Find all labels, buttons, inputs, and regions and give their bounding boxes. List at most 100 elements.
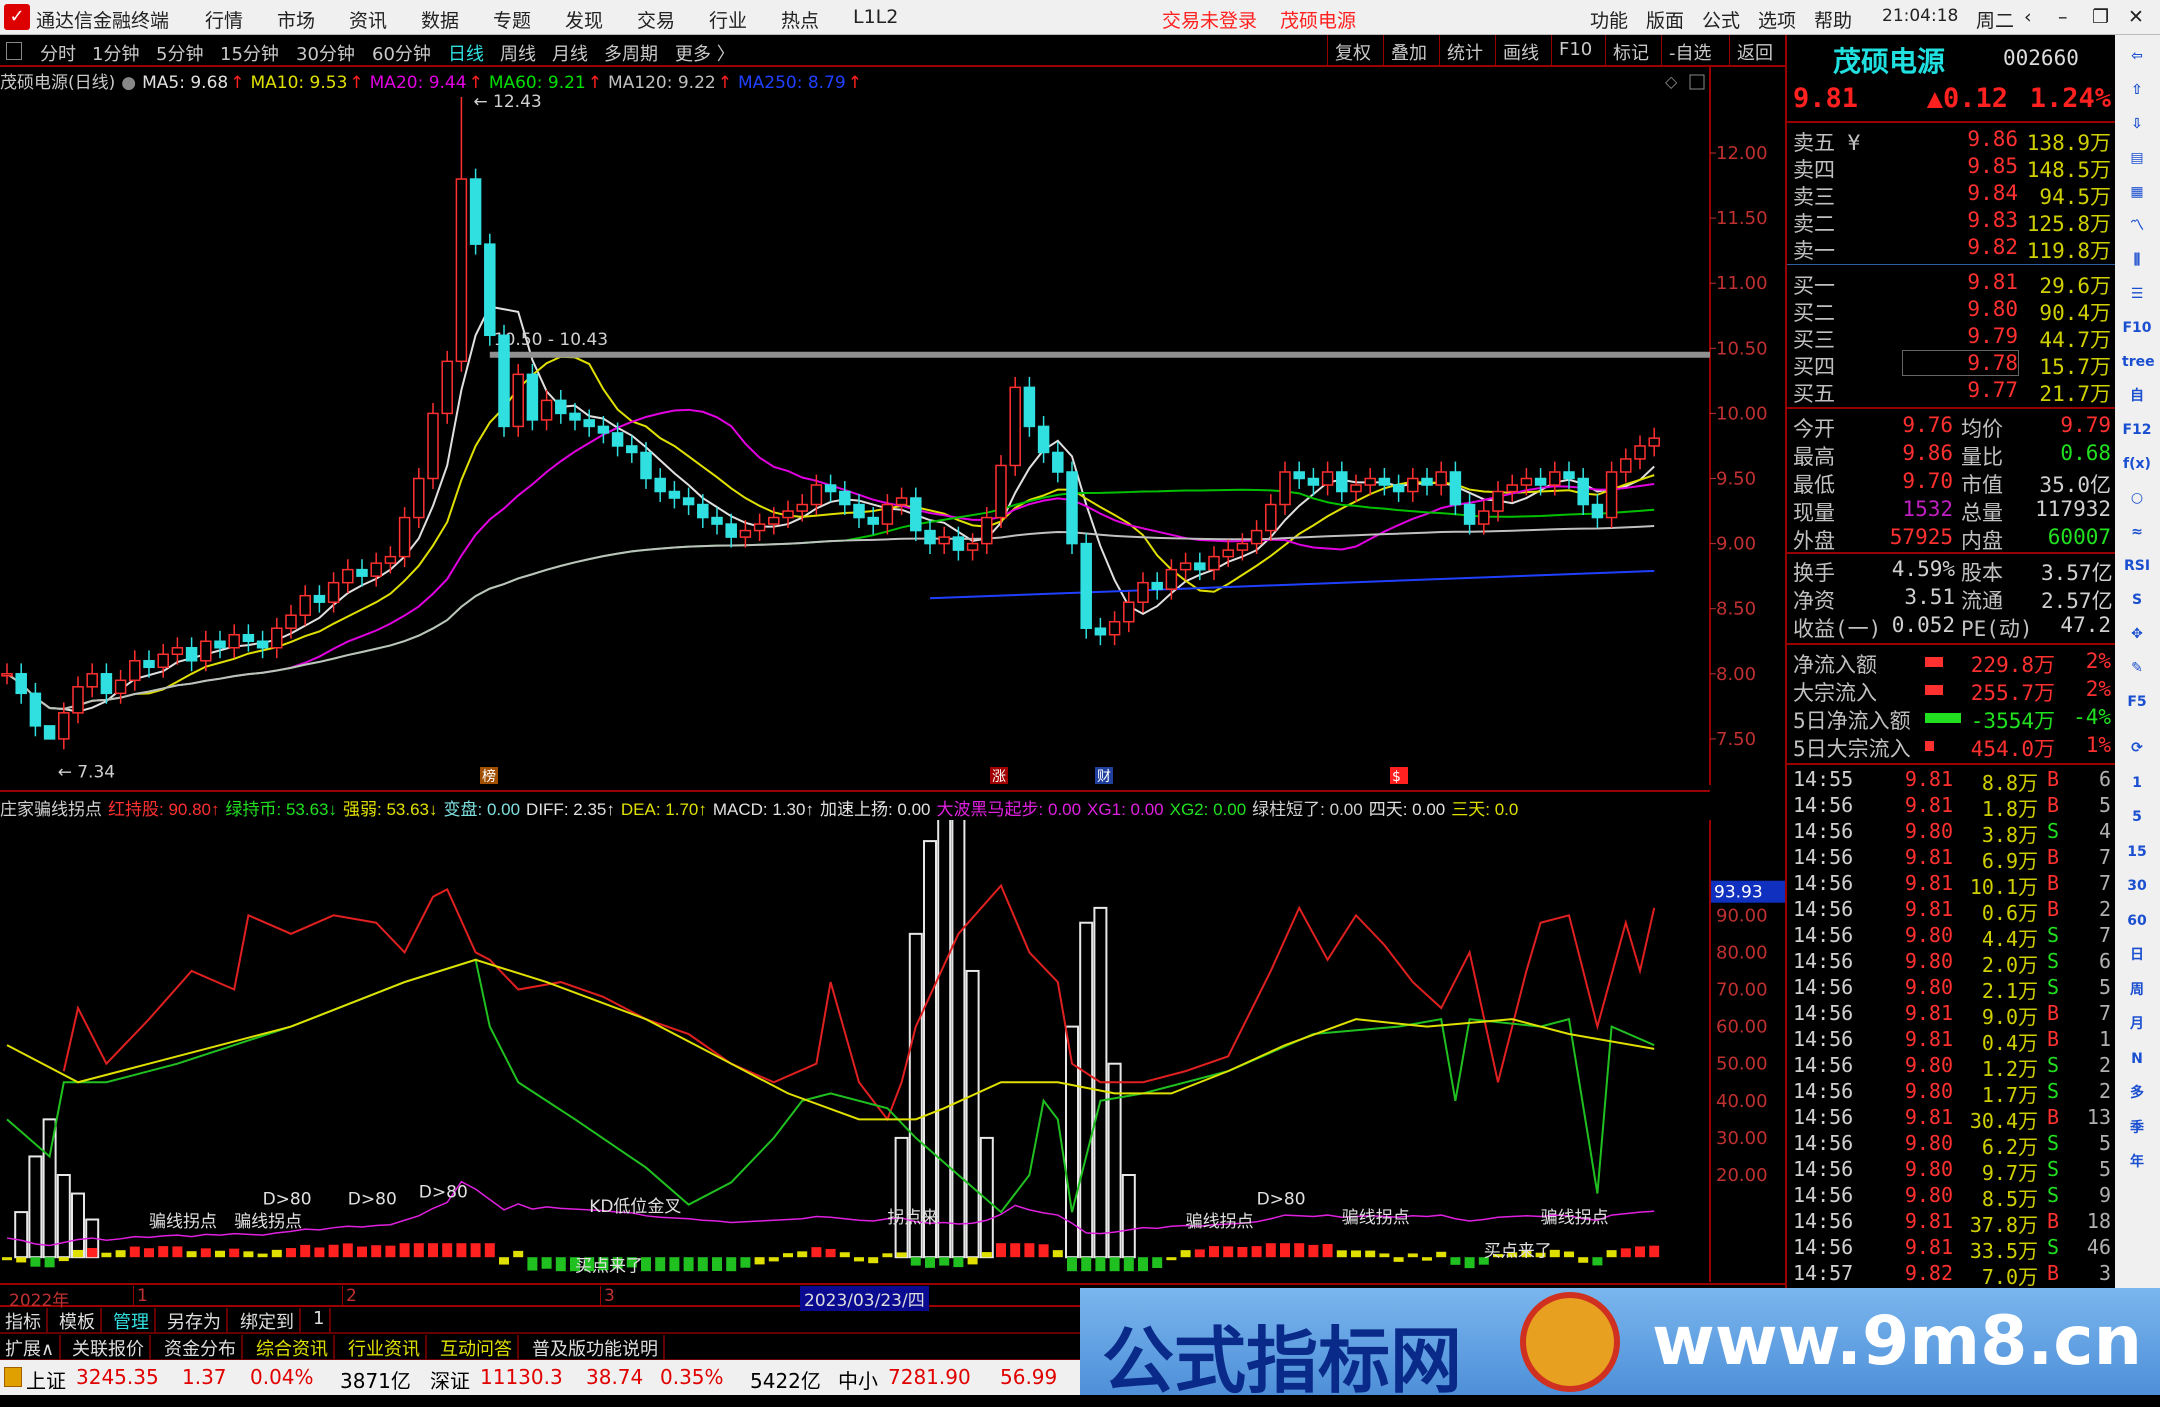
indicator-tab[interactable]: 1 xyxy=(308,1308,332,1333)
fx-icon[interactable]: f(x) xyxy=(2123,456,2151,472)
list-icon[interactable]: ☰ xyxy=(2130,286,2144,302)
circle-icon[interactable]: ○ xyxy=(2130,490,2144,506)
toolbar-button[interactable]: F10 xyxy=(1551,35,1599,65)
period-icon[interactable]: 多 xyxy=(2130,1085,2144,1101)
toolbar-button[interactable]: 返回 xyxy=(1729,35,1780,65)
bottom-tab[interactable]: 互动问答 xyxy=(435,1335,519,1360)
menu-item[interactable]: 市场 xyxy=(277,10,316,32)
menu-item[interactable]: 交易 xyxy=(637,10,676,32)
toolbar-button[interactable]: 叠加 xyxy=(1383,35,1434,65)
indicator-tab[interactable]: 模板 xyxy=(54,1308,102,1333)
F5-icon[interactable]: F5 xyxy=(2127,694,2147,710)
F12-icon[interactable]: F12 xyxy=(2122,422,2152,438)
toolbar-button[interactable]: 复权 xyxy=(1327,35,1378,65)
RSI-icon[interactable]: RSI xyxy=(2123,558,2151,574)
menu-item[interactable]: 行情 xyxy=(205,10,244,32)
bottom-tab[interactable]: 关联报价 xyxy=(67,1335,151,1360)
indicator-tab[interactable]: 指标 xyxy=(0,1308,48,1333)
grid-icon[interactable]: ▦ xyxy=(2130,184,2144,200)
level-price[interactable]: 9.86 xyxy=(1967,127,2018,151)
F10-icon[interactable]: F10 xyxy=(2122,320,2152,336)
menu-item[interactable]: 公式 xyxy=(1702,10,1741,32)
level-price[interactable]: 9.80 xyxy=(1967,297,2018,321)
bottom-tab[interactable]: 普及版功能说明 xyxy=(527,1335,665,1360)
indicator-tab[interactable]: 另存为 xyxy=(162,1308,228,1333)
menu-item[interactable]: 帮助 xyxy=(1814,10,1853,32)
minimize-icon[interactable]: – xyxy=(2058,6,2068,28)
menu-item[interactable]: 行业 xyxy=(709,10,748,32)
toolbar-button[interactable]: 画线 xyxy=(1495,35,1546,65)
level-price[interactable]: 9.78 xyxy=(1902,350,2019,376)
period-icon[interactable]: 周 xyxy=(2130,981,2144,998)
wave-icon[interactable]: ≈ xyxy=(2131,524,2143,540)
period-icon[interactable]: 日 xyxy=(2130,947,2144,963)
level-price[interactable]: 9.85 xyxy=(1967,154,2018,178)
period-tab[interactable]: 分时 xyxy=(40,44,76,65)
pencil-icon[interactable]: ✎ xyxy=(2131,660,2143,676)
period-tab[interactable]: 1分钟 xyxy=(92,44,140,65)
restore-icon[interactable]: ❐ xyxy=(2092,6,2110,28)
toolbar-button[interactable]: -自选 xyxy=(1661,35,1719,65)
period-tab[interactable]: 15分钟 xyxy=(220,44,279,65)
level-price[interactable]: 9.81 xyxy=(1967,270,2018,294)
60-icon[interactable]: 60 xyxy=(2127,912,2147,929)
event-marker[interactable]: 涨 xyxy=(990,767,1008,785)
tree-icon[interactable]: tree xyxy=(2122,354,2155,370)
period-icon[interactable]: 年 xyxy=(2130,1154,2144,1170)
period-tab[interactable]: 月线 xyxy=(552,44,588,65)
period-icon[interactable]: 季 xyxy=(2130,1119,2144,1136)
indicator-tab[interactable]: 绑定到 xyxy=(235,1308,301,1333)
1-icon[interactable]: 1 xyxy=(2132,774,2142,791)
level-price[interactable]: 9.82 xyxy=(1967,235,2018,259)
close-icon[interactable]: ✕ xyxy=(2128,6,2144,28)
period-icon[interactable]: 月 xyxy=(2130,1016,2144,1032)
15-icon[interactable]: 15 xyxy=(2127,843,2147,860)
period-tab[interactable]: 日线 xyxy=(448,44,484,65)
bottom-tab[interactable]: 资金分布 xyxy=(159,1335,243,1360)
expand-icon[interactable] xyxy=(1689,74,1705,90)
refresh-icon[interactable]: ⟳ xyxy=(2131,740,2143,756)
menu-item[interactable]: 资讯 xyxy=(349,10,388,32)
level-price[interactable]: 9.84 xyxy=(1967,181,2018,205)
linechart-icon[interactable]: 〽 xyxy=(2130,218,2144,234)
move-icon[interactable]: ✥ xyxy=(2131,626,2143,642)
menu-item[interactable]: 功能 xyxy=(1590,10,1629,32)
candle-icon[interactable]: ⫼ xyxy=(2133,252,2141,268)
login-status[interactable]: 交易未登录 xyxy=(1162,10,1258,32)
menu-item[interactable]: 选项 xyxy=(1758,10,1797,32)
price-chart[interactable]: 12.00 11.50 11.00 10.50 10.00 9.50 9.00 8.50 8.0… xyxy=(0,67,1785,785)
toolbar-button[interactable]: 统计 xyxy=(1439,35,1490,65)
toolbar-button[interactable]: 标记 xyxy=(1605,35,1656,65)
downarrow-icon[interactable]: ⇩ xyxy=(2131,116,2143,132)
menu-item[interactable]: 数据 xyxy=(421,10,460,32)
period-tab[interactable]: 更多 〉 xyxy=(675,44,735,65)
event-marker[interactable]: $ xyxy=(1390,767,1408,785)
menu-item[interactable]: 专题 xyxy=(493,10,532,32)
S-icon[interactable]: S xyxy=(2131,592,2143,608)
period-tab[interactable]: 多周期 xyxy=(604,44,658,65)
indicator-tab[interactable]: 管理 xyxy=(108,1308,156,1333)
menu-item[interactable]: L1L2 xyxy=(853,6,899,28)
back-icon[interactable]: ‹ xyxy=(2024,6,2032,28)
bottom-tab[interactable]: 综合资讯 xyxy=(251,1335,335,1360)
menu-item[interactable]: 热点 xyxy=(781,10,820,32)
period-tab[interactable]: 60分钟 xyxy=(372,44,431,65)
report-icon[interactable]: ▤ xyxy=(2130,150,2144,166)
30-icon[interactable]: 30 xyxy=(2127,878,2147,894)
event-marker[interactable]: 财 xyxy=(1095,767,1113,785)
level-price[interactable]: 9.79 xyxy=(1967,324,2018,348)
event-marker[interactable]: 榜 xyxy=(480,767,498,785)
panel-toggle-icon[interactable] xyxy=(6,42,22,60)
backarrow-icon[interactable]: ⇦ xyxy=(2131,48,2143,64)
menu-item[interactable]: 发现 xyxy=(565,10,604,32)
period-icon[interactable]: 自 xyxy=(2130,388,2144,404)
level-price[interactable]: 9.83 xyxy=(1967,208,2018,232)
diamond-icon[interactable]: ◇ xyxy=(1665,72,1678,91)
period-tab[interactable]: 5分钟 xyxy=(156,44,204,65)
period-tab[interactable]: 周线 xyxy=(500,44,536,65)
bottom-tab[interactable]: 行业资讯 xyxy=(343,1335,427,1360)
options-icon[interactable]: ● xyxy=(121,73,137,93)
5-icon[interactable]: 5 xyxy=(2132,809,2142,825)
level-price[interactable]: 9.77 xyxy=(1967,378,2018,402)
period-tab[interactable]: 30分钟 xyxy=(296,44,355,65)
